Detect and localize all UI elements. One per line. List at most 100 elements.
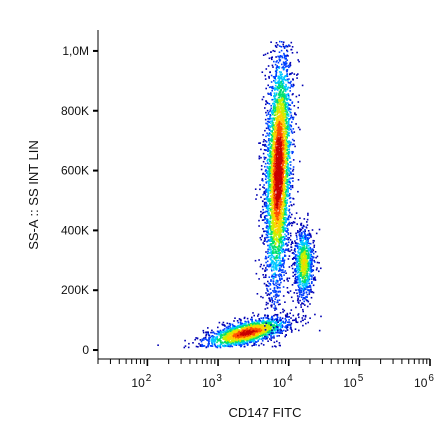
density-point (244, 327, 246, 330)
density-point (273, 328, 275, 331)
density-point (275, 70, 277, 73)
density-point (272, 324, 275, 326)
density-point (272, 242, 274, 244)
density-point (297, 313, 300, 315)
density-point (239, 331, 242, 334)
density-point (260, 156, 262, 159)
density-point (231, 334, 233, 336)
density-point (263, 156, 266, 159)
density-point (268, 141, 271, 144)
density-point (274, 178, 277, 181)
density-point (209, 345, 212, 347)
density-point (289, 290, 292, 292)
density-point (290, 114, 293, 117)
density-point (290, 141, 292, 144)
density-point (270, 248, 272, 251)
density-point (270, 339, 272, 341)
density-point (228, 322, 231, 325)
density-point (274, 330, 276, 332)
density-point (233, 344, 236, 346)
density-point (285, 116, 287, 118)
density-point (266, 264, 269, 266)
density-point (294, 217, 296, 220)
density-point (279, 76, 281, 79)
density-point (271, 226, 273, 228)
density-point (275, 228, 277, 231)
density-point (289, 143, 292, 146)
density-point (285, 131, 288, 133)
density-point (284, 113, 286, 115)
density-point (240, 345, 242, 347)
density-point (318, 329, 321, 332)
density-point (287, 94, 290, 97)
density-point (275, 284, 278, 287)
density-point (281, 208, 284, 211)
density-point (236, 329, 239, 332)
density-point (280, 241, 282, 244)
density-point (255, 272, 258, 275)
density-point (284, 75, 287, 77)
density-point (266, 230, 269, 232)
density-point (276, 222, 278, 224)
density-point (258, 259, 260, 261)
density-point (267, 197, 269, 200)
density-point (227, 338, 230, 341)
density-point (265, 335, 267, 337)
density-point (280, 107, 282, 110)
density-point (234, 332, 237, 335)
density-point (277, 96, 280, 99)
density-point (277, 85, 280, 88)
density-point (274, 294, 277, 296)
density-point (203, 338, 206, 340)
density-point (273, 246, 275, 248)
density-point (210, 335, 213, 338)
density-point (228, 325, 231, 328)
density-point (275, 235, 277, 238)
density-point (272, 228, 274, 231)
density-point (264, 145, 266, 147)
density-point (272, 135, 275, 137)
density-point (262, 96, 265, 98)
density-point (271, 193, 274, 196)
density-point (271, 259, 274, 262)
density-point (281, 140, 283, 142)
density-point (280, 216, 282, 218)
density-point (274, 142, 277, 145)
density-point (285, 207, 288, 209)
density-point (283, 56, 286, 59)
density-point (216, 338, 219, 341)
density-point (283, 55, 286, 57)
density-point (269, 208, 272, 211)
density-point (275, 214, 277, 217)
density-point (282, 227, 284, 229)
density-point (275, 157, 278, 159)
density-point (241, 337, 244, 340)
density-point (287, 216, 290, 219)
density-point (248, 324, 251, 327)
density-point (283, 76, 285, 79)
density-point (276, 207, 278, 209)
density-point (282, 212, 285, 215)
density-point (231, 336, 233, 338)
density-point (278, 209, 281, 211)
density-point (250, 335, 253, 337)
density-point (299, 160, 301, 163)
density-point (278, 66, 280, 68)
density-point (234, 338, 236, 340)
density-point (275, 218, 277, 221)
density-point (274, 50, 276, 53)
density-point (291, 93, 294, 96)
density-point (270, 187, 272, 190)
density-point (284, 301, 286, 303)
density-point (238, 341, 240, 344)
density-point (273, 262, 276, 265)
density-point (259, 320, 261, 323)
density-point (278, 227, 280, 229)
density-point (277, 163, 280, 165)
density-point (271, 109, 274, 112)
density-point (246, 330, 249, 332)
density-point (281, 330, 283, 332)
density-point (265, 156, 267, 159)
density-point (282, 87, 285, 89)
density-point (286, 325, 288, 327)
